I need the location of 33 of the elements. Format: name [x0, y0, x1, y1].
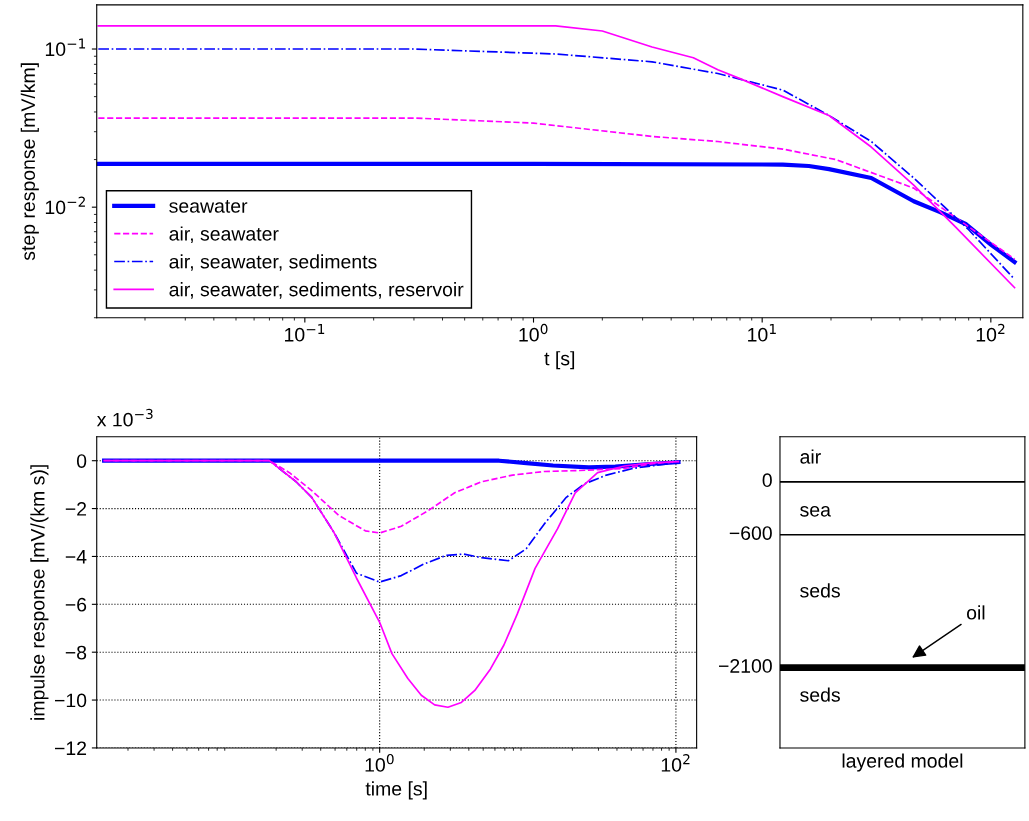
text: −2100	[718, 659, 772, 673]
text: air	[800, 449, 821, 464]
x-tick-label: 10$^{0}$	[365, 754, 394, 772]
y-tick-label: −6	[65, 597, 87, 612]
x-tick-label: 10$^{−1}$	[285, 324, 325, 342]
text: seds	[800, 583, 840, 598]
y-axis-title: step response [mV/km]	[20, 63, 39, 261]
legend-label: air, seawater, sediments	[169, 254, 377, 271]
y-tick-label: 10$^{−1}$	[45, 38, 86, 57]
y-tick-label: −12	[54, 741, 87, 755]
y-axis-title: impulse response [mV/(km s)]	[30, 465, 49, 720]
text: oil	[966, 605, 985, 620]
y-tick-label: −2	[65, 502, 87, 516]
legend-label: air, seawater, sediments, reservoir	[169, 282, 464, 299]
y-tick-label: −8	[65, 645, 87, 660]
x-tick-label: 10$^{0}$	[519, 323, 548, 342]
text: x 10$^{−3}$	[96, 408, 153, 427]
x-axis-title: t [s]	[544, 351, 575, 370]
text: sea	[800, 506, 831, 517]
x-tick-label: 10$^{1}$	[748, 324, 776, 342]
text: layered model	[842, 753, 963, 772]
x-tick-label: 10$^{2}$	[661, 754, 690, 772]
y-tick-label: 10$^{−2}$	[45, 196, 85, 215]
legend-label: seawater	[169, 200, 248, 213]
text: seds	[800, 687, 840, 702]
y-tick-label: 0	[76, 454, 87, 468]
legend-label: air, seawater	[169, 226, 279, 243]
x-tick-label: 10$^{2}$	[976, 323, 1005, 342]
y-tick-label: −10	[54, 693, 87, 708]
y-tick-label: −4	[65, 550, 87, 564]
text: 0	[762, 473, 772, 488]
text: −600	[729, 526, 772, 541]
x-axis-title: time [s]	[365, 781, 427, 800]
